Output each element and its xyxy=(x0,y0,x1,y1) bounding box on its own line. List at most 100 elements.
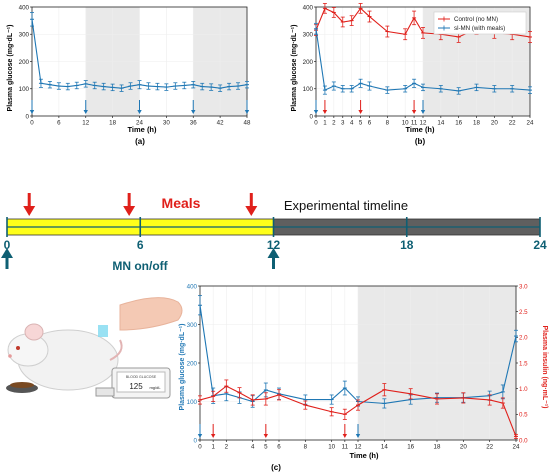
data-point xyxy=(358,3,363,14)
data-point xyxy=(382,383,387,397)
x-tick-label: 3 xyxy=(341,120,345,127)
data-point xyxy=(146,82,151,90)
y-tick-label: 100 xyxy=(303,86,314,93)
y-tick-label: 300 xyxy=(303,32,314,39)
data-point xyxy=(385,25,390,38)
data-point xyxy=(382,398,387,409)
y-right-tick-label: 3.0 xyxy=(519,283,528,290)
data-point xyxy=(303,400,308,410)
y-tick-label: 300 xyxy=(19,32,30,39)
x-tick-label: 6 xyxy=(368,120,372,127)
y-right-tick-label: 1.5 xyxy=(519,360,528,367)
y-right-tick-label: 2.5 xyxy=(519,309,528,316)
data-point xyxy=(349,85,354,93)
data-point xyxy=(74,81,79,90)
x-tick-label: 1 xyxy=(211,444,215,451)
data-point xyxy=(236,82,241,90)
x-tick-label: 12 xyxy=(82,120,89,127)
panel-c-ylabel-right: Plasma insulin (ng·mL⁻¹) xyxy=(541,325,548,408)
y-tick-label: 0 xyxy=(26,113,30,120)
panel-a-ylabel: Plasma glucose (mg·dL⁻¹) xyxy=(7,25,14,112)
meal-arrow-red xyxy=(210,424,216,438)
data-point xyxy=(461,392,466,404)
data-point xyxy=(110,83,115,92)
panel-b-caption: (b) xyxy=(415,137,426,146)
data-point xyxy=(198,395,202,405)
data-point xyxy=(331,7,336,18)
data-point xyxy=(492,85,497,93)
data-point xyxy=(245,80,249,89)
data-point xyxy=(65,82,70,91)
data-point xyxy=(38,78,43,88)
x-tick-label: 0 xyxy=(198,444,202,451)
data-point xyxy=(277,389,281,401)
x-tick-label: 48 xyxy=(244,120,251,127)
data-point xyxy=(349,15,354,26)
data-point xyxy=(412,78,417,88)
mn-arrow-blue xyxy=(244,100,250,114)
data-point xyxy=(356,399,360,411)
data-point xyxy=(342,408,347,420)
mn-arrow-blue xyxy=(29,100,35,114)
y-tick-label: 0 xyxy=(194,437,198,444)
panel-c-xlabel: Time (h) xyxy=(349,451,379,460)
y-tick-label: 400 xyxy=(19,4,30,11)
x-tick-label: 20 xyxy=(460,444,467,451)
meal-arrow xyxy=(23,193,36,216)
x-tick-label: 22 xyxy=(509,120,516,127)
mn-arrow xyxy=(1,248,13,269)
legend: Control (no MN) sl-MN (with meals) xyxy=(433,11,527,35)
panel-c-ylabel-left: Plasma glucose (mg·dL⁻¹) xyxy=(179,324,186,411)
x-tick-label: 12 xyxy=(355,444,362,451)
data-point xyxy=(340,85,345,93)
meal-arrow xyxy=(123,193,136,216)
data-point xyxy=(250,394,255,406)
data-point xyxy=(435,393,439,405)
data-point xyxy=(331,81,336,91)
mn-arrow-blue xyxy=(83,100,88,114)
y-tick-label: 200 xyxy=(187,360,198,367)
mn-arrow xyxy=(267,248,280,269)
series-0 xyxy=(30,12,249,92)
x-tick-label: 2 xyxy=(225,444,229,451)
x-tick-label: 4 xyxy=(251,444,255,451)
data-point xyxy=(227,82,232,91)
data-point xyxy=(342,380,347,396)
mouse-ear xyxy=(24,323,44,341)
data-point xyxy=(47,80,52,89)
series-line-1 xyxy=(199,385,517,437)
meal-arrow-red xyxy=(342,424,348,438)
y-tick-label: 100 xyxy=(187,399,198,406)
panel-b-ylabel: Plasma glucose (mg·dL⁻¹) xyxy=(291,25,298,112)
meal-arrow-red xyxy=(358,100,363,114)
series-line-0 xyxy=(199,305,517,404)
x-tick-label: 22 xyxy=(486,444,493,451)
data-point xyxy=(367,81,372,91)
data-point xyxy=(500,384,505,400)
data-point xyxy=(314,22,318,35)
x-tick-label: 8 xyxy=(386,120,390,127)
meal-arrow xyxy=(245,193,258,216)
x-tick-label: 24 xyxy=(527,120,534,127)
data-point xyxy=(119,84,124,92)
experimental-timeline: 0 6 12 18 24 xyxy=(1,193,547,269)
y-right-tick-label: 0.5 xyxy=(519,412,528,419)
timeline-tick-label: 6 xyxy=(137,238,144,252)
data-point xyxy=(200,82,205,91)
mn-arrow-head xyxy=(1,248,13,258)
mouse-tail xyxy=(109,339,123,361)
data-point xyxy=(209,83,214,91)
panel-c-caption: (c) xyxy=(271,463,281,472)
data-point xyxy=(408,388,413,400)
data-point xyxy=(340,16,345,28)
x-tick-label: 24 xyxy=(136,120,143,127)
y-right-tick-label: 2.0 xyxy=(519,335,528,342)
meal-arrow-head xyxy=(245,206,258,216)
mn-arrow-blue xyxy=(313,100,319,114)
x-tick-label: 11 xyxy=(342,444,349,451)
data-point xyxy=(182,81,187,90)
panel-a-chart: 0 100 200 300 400 0 6 12 18 24 30 36 42 48 xyxy=(19,4,251,126)
data-point xyxy=(514,329,518,343)
